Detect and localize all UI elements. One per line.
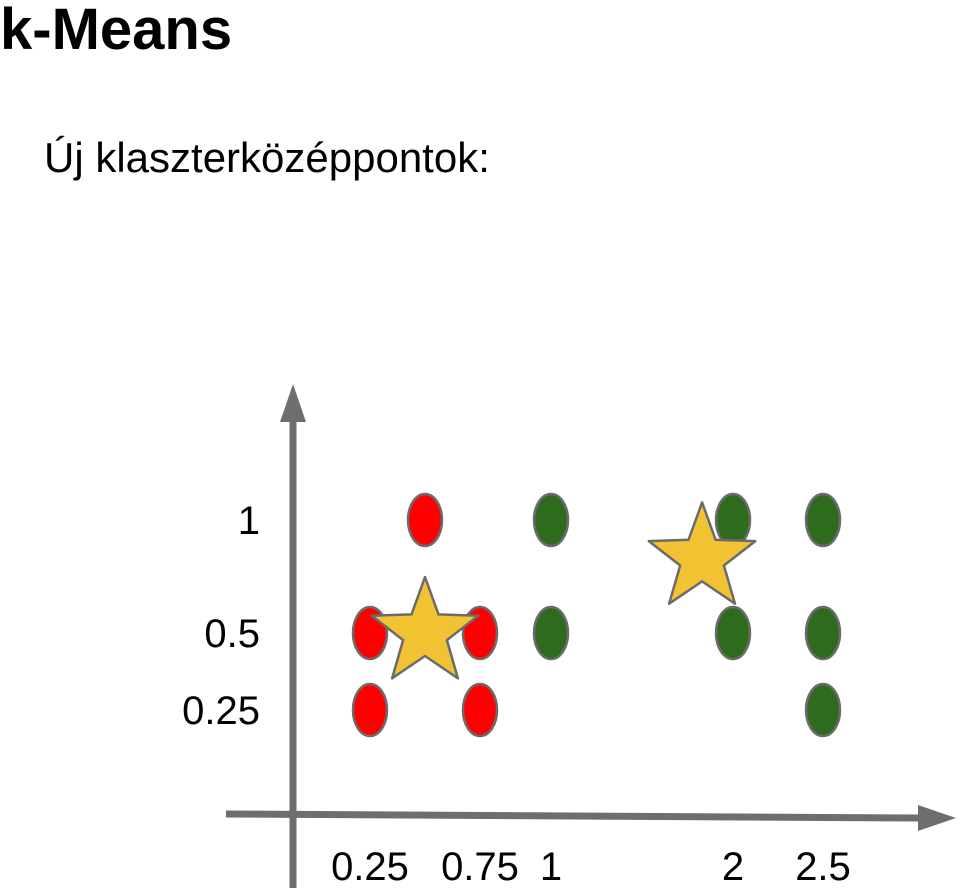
- data-point: [804, 682, 842, 738]
- data-point: [351, 682, 389, 738]
- data-point: [406, 492, 444, 548]
- centroid-star: [370, 575, 480, 680]
- data-point: [804, 492, 842, 548]
- x-tick-label: 2.5: [795, 845, 851, 889]
- x-tick-label: 1: [540, 845, 562, 889]
- y-tick-label: 0.5: [204, 612, 260, 656]
- data-point: [532, 492, 570, 548]
- centroids: [370, 501, 757, 680]
- data-point: [461, 682, 499, 738]
- data-point: [804, 605, 842, 661]
- y-axis-arrowhead: [280, 384, 306, 422]
- x-tick-label: 0.75: [441, 845, 519, 889]
- slide-title: k-Means: [0, 0, 233, 62]
- data-point: [532, 605, 570, 661]
- y-tick-label: 0.25: [182, 689, 260, 733]
- data-point: [714, 492, 752, 548]
- x-tick-label: 0.25: [331, 845, 409, 889]
- slide-subtitle: Új klaszterközéppontok:: [44, 134, 490, 181]
- data-point: [714, 605, 752, 661]
- x-axis-arrowhead: [918, 805, 956, 831]
- chart-axes: [225, 384, 956, 888]
- tick-labels: 0.25 0.75 1 2 2.5 0.25 0.5 1: [182, 499, 851, 889]
- centroid-star: [647, 501, 757, 605]
- y-tick-label: 1: [238, 499, 260, 543]
- x-tick-label: 2: [722, 845, 744, 889]
- x-axis: [225, 810, 919, 822]
